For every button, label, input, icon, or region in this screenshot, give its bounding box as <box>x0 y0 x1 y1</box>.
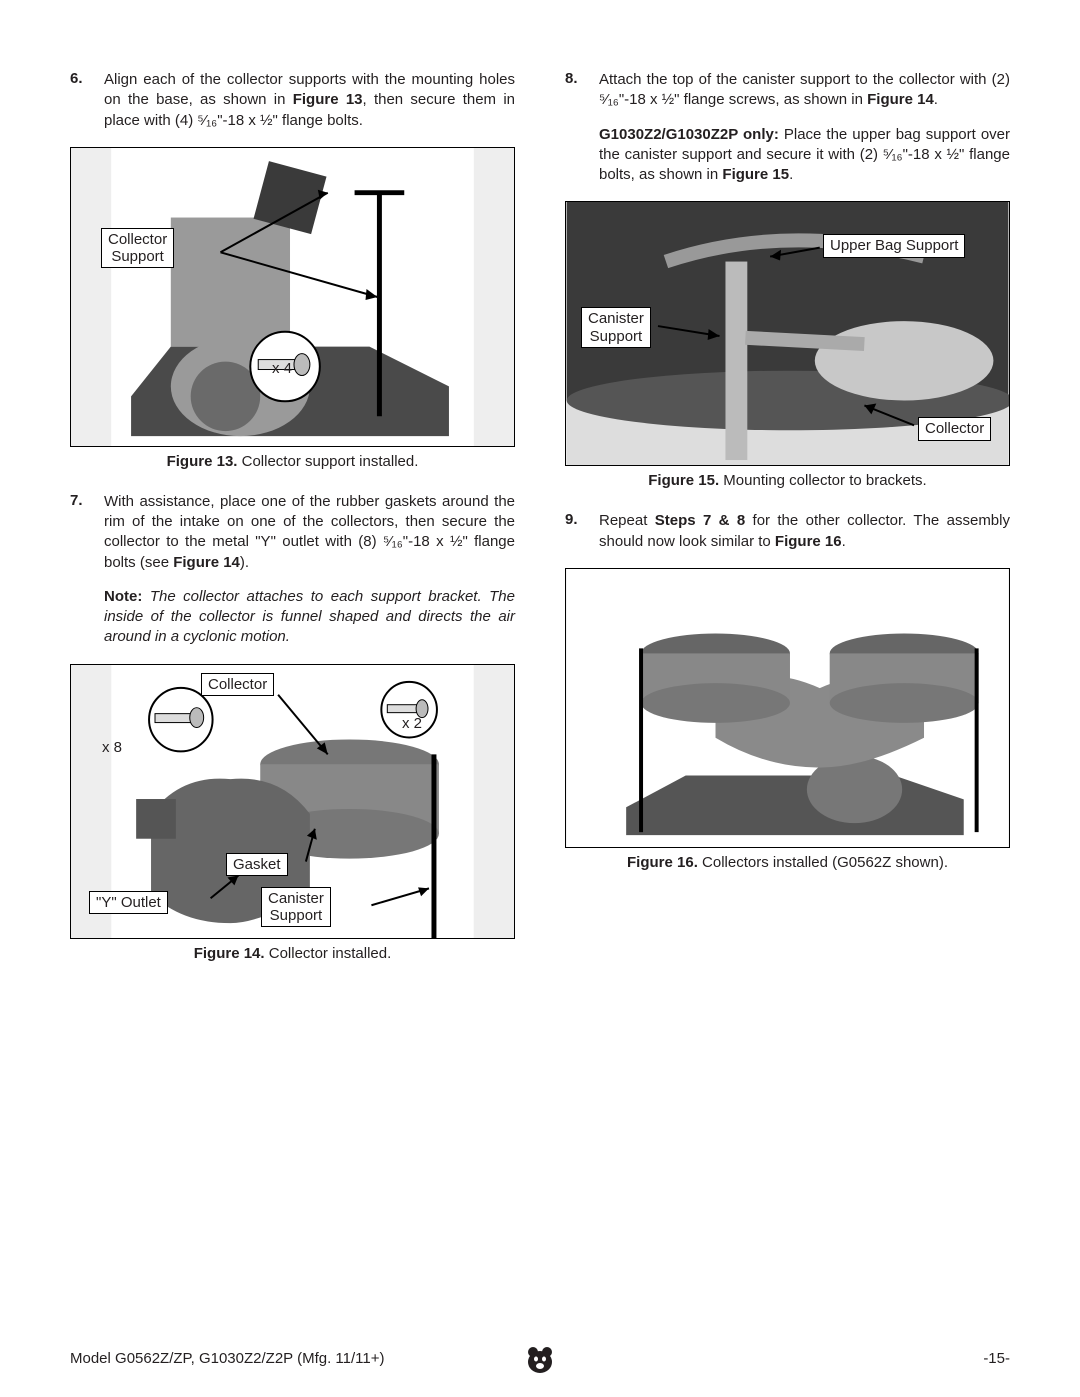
step-7-note: Note: The collector attaches to each sup… <box>104 587 515 648</box>
label-canister-support: CanisterSupport <box>261 887 331 928</box>
bolt-spec: ⁵⁄₁₆"-18 x ½" <box>383 533 468 550</box>
note-text: The collector attaches to each support b… <box>104 588 515 646</box>
step-body: With assistance, place one of the rubber… <box>104 492 515 648</box>
figure-16-illustration <box>566 569 1009 847</box>
caption-text: Mounting collector to brackets. <box>719 472 927 489</box>
step-7: 7. With assistance, place one of the rub… <box>70 492 515 648</box>
figure-label: Figure 16. <box>627 854 698 871</box>
page-footer: Model G0562Z/ZP, G1030Z2/Z2P (Mfg. 11/11… <box>70 1350 1010 1367</box>
figure-label: Figure 14. <box>194 945 265 962</box>
label-canister-support: CanisterSupport <box>581 307 651 348</box>
figure-14-caption: Figure 14. Collector installed. <box>70 945 515 962</box>
label-x4: x 4 <box>266 358 298 379</box>
label-y-outlet: "Y" Outlet <box>89 891 168 914</box>
text: Repeat <box>599 512 655 529</box>
text: . <box>842 533 846 550</box>
bear-logo-icon <box>525 1344 555 1374</box>
text: Attach the top of the canister support t… <box>599 71 1010 88</box>
label-gasket: Gasket <box>226 853 288 876</box>
step-number: 7. <box>70 492 104 648</box>
footer-page-number: -15- <box>983 1350 1010 1367</box>
step-number: 9. <box>565 511 599 552</box>
step-8: 8. Attach the top of the canister suppor… <box>565 70 1010 185</box>
figure-ref: Figure 14 <box>173 554 240 571</box>
label-collector: Collector <box>201 673 274 696</box>
label-collector-support: CollectorSupport <box>101 228 174 269</box>
figure-15: Upper Bag Support CanisterSupport Collec… <box>565 201 1010 466</box>
footer-model: Model G0562Z/ZP, G1030Z2/Z2P (Mfg. 11/11… <box>70 1350 384 1367</box>
figure-13-illustration <box>71 148 514 446</box>
bolt-spec: ⁵⁄₁₆"-18 x ½" <box>883 146 965 163</box>
label-x8: x 8 <box>96 737 128 758</box>
step-8-subnote: G1030Z2/G1030Z2P only: Place the upper b… <box>599 125 1010 186</box>
figure-13-caption: Figure 13. Collector support installed. <box>70 453 515 470</box>
step-body: Repeat Steps 7 & 8 for the other collect… <box>599 511 1010 552</box>
model-restriction: G1030Z2/G1030Z2P only: <box>599 126 779 143</box>
figure-label: Figure 13. <box>167 453 238 470</box>
figure-16-caption: Figure 16. Collectors installed (G0562Z … <box>565 854 1010 871</box>
figure-ref: Figure 16 <box>775 533 842 550</box>
figure-15-caption: Figure 15. Mounting collector to bracket… <box>565 472 1010 489</box>
text: flange screws, as shown in <box>680 91 868 108</box>
figure-ref: Figure 14 <box>867 91 934 108</box>
figure-label: Figure 15. <box>648 472 719 489</box>
label-upper-bag-support: Upper Bag Support <box>823 234 965 257</box>
bolt-spec: ⁵⁄₁₆"-18 x ½" <box>599 91 680 108</box>
step-body: Align each of the collector supports wit… <box>104 70 515 131</box>
label-collector: Collector <box>918 417 991 440</box>
steps-ref: Steps 7 & 8 <box>655 512 745 529</box>
figure-13: CollectorSupport x 4 <box>70 147 515 447</box>
bolt-spec: ⁵⁄₁₆"-18 x ½" <box>197 112 278 129</box>
step-body: Attach the top of the canister support t… <box>599 70 1010 185</box>
step-9: 9. Repeat Steps 7 & 8 for the other coll… <box>565 511 1010 552</box>
text: . <box>789 166 793 183</box>
note-label: Note: <box>104 588 142 605</box>
caption-text: Collector installed. <box>265 945 392 962</box>
step-6: 6. Align each of the collector supports … <box>70 70 515 131</box>
text: flange bolts. <box>278 112 363 129</box>
figure-14: Collector x 8 x 2 Gasket "Y" Outlet Cani… <box>70 664 515 939</box>
figure-ref: Figure 13 <box>293 91 363 108</box>
figure-16 <box>565 568 1010 848</box>
label-x2: x 2 <box>396 713 428 734</box>
text: ). <box>240 554 249 571</box>
figure-ref: Figure 15 <box>722 166 789 183</box>
text: . <box>934 91 938 108</box>
step-number: 8. <box>565 70 599 185</box>
step-number: 6. <box>70 70 104 131</box>
caption-text: Collectors installed (G0562Z shown). <box>698 854 948 871</box>
caption-text: Collector support installed. <box>237 453 418 470</box>
